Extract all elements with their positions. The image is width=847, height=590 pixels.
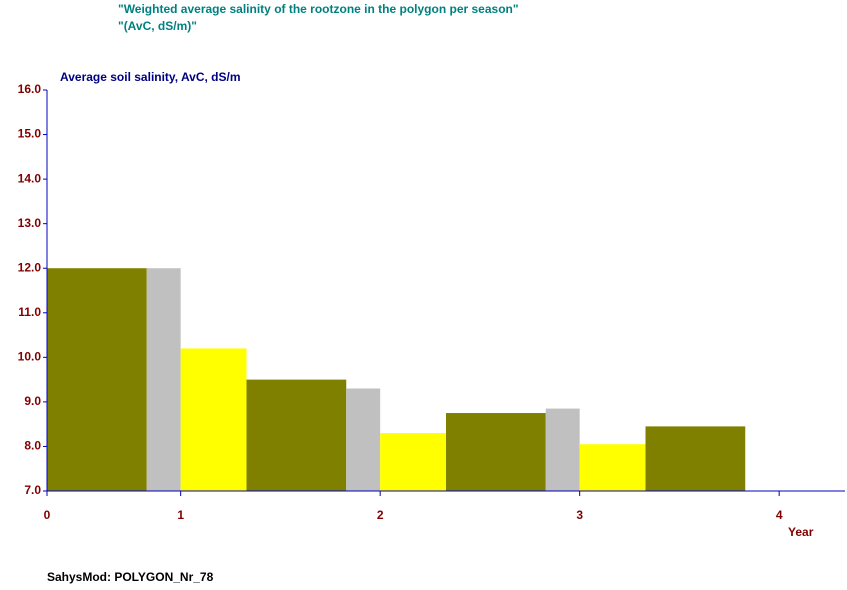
bar xyxy=(380,433,446,491)
y-axis-label: Average soil salinity, AvC, dS/m xyxy=(60,70,241,84)
x-tick-label: 2 xyxy=(377,508,384,522)
bar xyxy=(346,388,381,491)
bar xyxy=(146,268,181,491)
y-tick-label: 9.0 xyxy=(24,394,41,408)
y-tick-label: 13.0 xyxy=(18,216,42,230)
bar xyxy=(645,426,746,491)
y-tick-label: 14.0 xyxy=(18,171,42,185)
bar xyxy=(180,348,247,491)
bar xyxy=(246,379,347,491)
bar xyxy=(446,413,546,491)
x-axis-label: Year xyxy=(788,525,814,539)
chart-title: "Weighted average salinity of the rootzo… xyxy=(118,2,519,16)
chart-subtitle: "(AvC, dS/m)" xyxy=(118,19,197,33)
y-tick-label: 16.0 xyxy=(18,82,42,96)
y-tick-label: 10.0 xyxy=(18,350,42,364)
x-tick-label: 1 xyxy=(177,508,184,522)
y-tick-label: 12.0 xyxy=(18,260,42,274)
x-tick-label: 0 xyxy=(44,508,51,522)
x-tick-label: 4 xyxy=(776,508,783,522)
y-tick-label: 7.0 xyxy=(24,483,41,497)
y-tick-label: 15.0 xyxy=(18,127,42,141)
y-tick-label: 11.0 xyxy=(18,305,41,319)
bar xyxy=(579,444,646,491)
footer: SahysMod: POLYGON_Nr_78 xyxy=(47,570,214,584)
bar xyxy=(545,408,580,491)
y-tick-label: 8.0 xyxy=(24,439,41,453)
bar xyxy=(47,268,147,491)
x-tick-label: 3 xyxy=(576,508,583,522)
